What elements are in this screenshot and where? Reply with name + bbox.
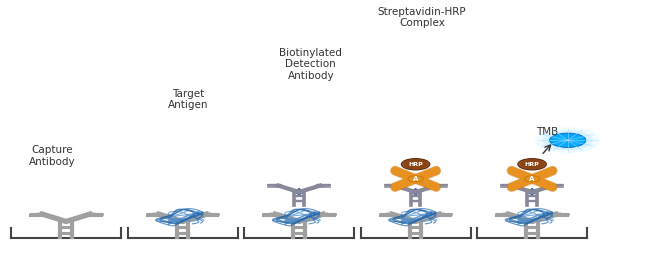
Circle shape bbox=[525, 176, 540, 182]
Polygon shape bbox=[294, 188, 304, 195]
Text: Target
Antigen: Target Antigen bbox=[168, 89, 208, 110]
Circle shape bbox=[548, 132, 588, 148]
Text: A: A bbox=[413, 176, 419, 182]
Circle shape bbox=[550, 133, 586, 147]
Text: HRP: HRP bbox=[408, 162, 423, 167]
Circle shape bbox=[404, 159, 428, 169]
Polygon shape bbox=[527, 188, 537, 195]
Text: TMB: TMB bbox=[536, 127, 558, 137]
Circle shape bbox=[520, 159, 544, 169]
Text: HRP: HRP bbox=[525, 162, 540, 167]
Text: Streptavidin-HRP
Complex: Streptavidin-HRP Complex bbox=[378, 6, 467, 28]
Circle shape bbox=[408, 176, 423, 182]
Text: Biotinylated
Detection
Antibody: Biotinylated Detection Antibody bbox=[280, 48, 342, 81]
Text: A: A bbox=[529, 176, 535, 182]
Circle shape bbox=[535, 127, 601, 153]
Circle shape bbox=[542, 130, 593, 150]
Circle shape bbox=[401, 159, 430, 170]
Polygon shape bbox=[411, 188, 421, 195]
Circle shape bbox=[518, 159, 547, 170]
Text: Capture
Antibody: Capture Antibody bbox=[29, 145, 75, 167]
